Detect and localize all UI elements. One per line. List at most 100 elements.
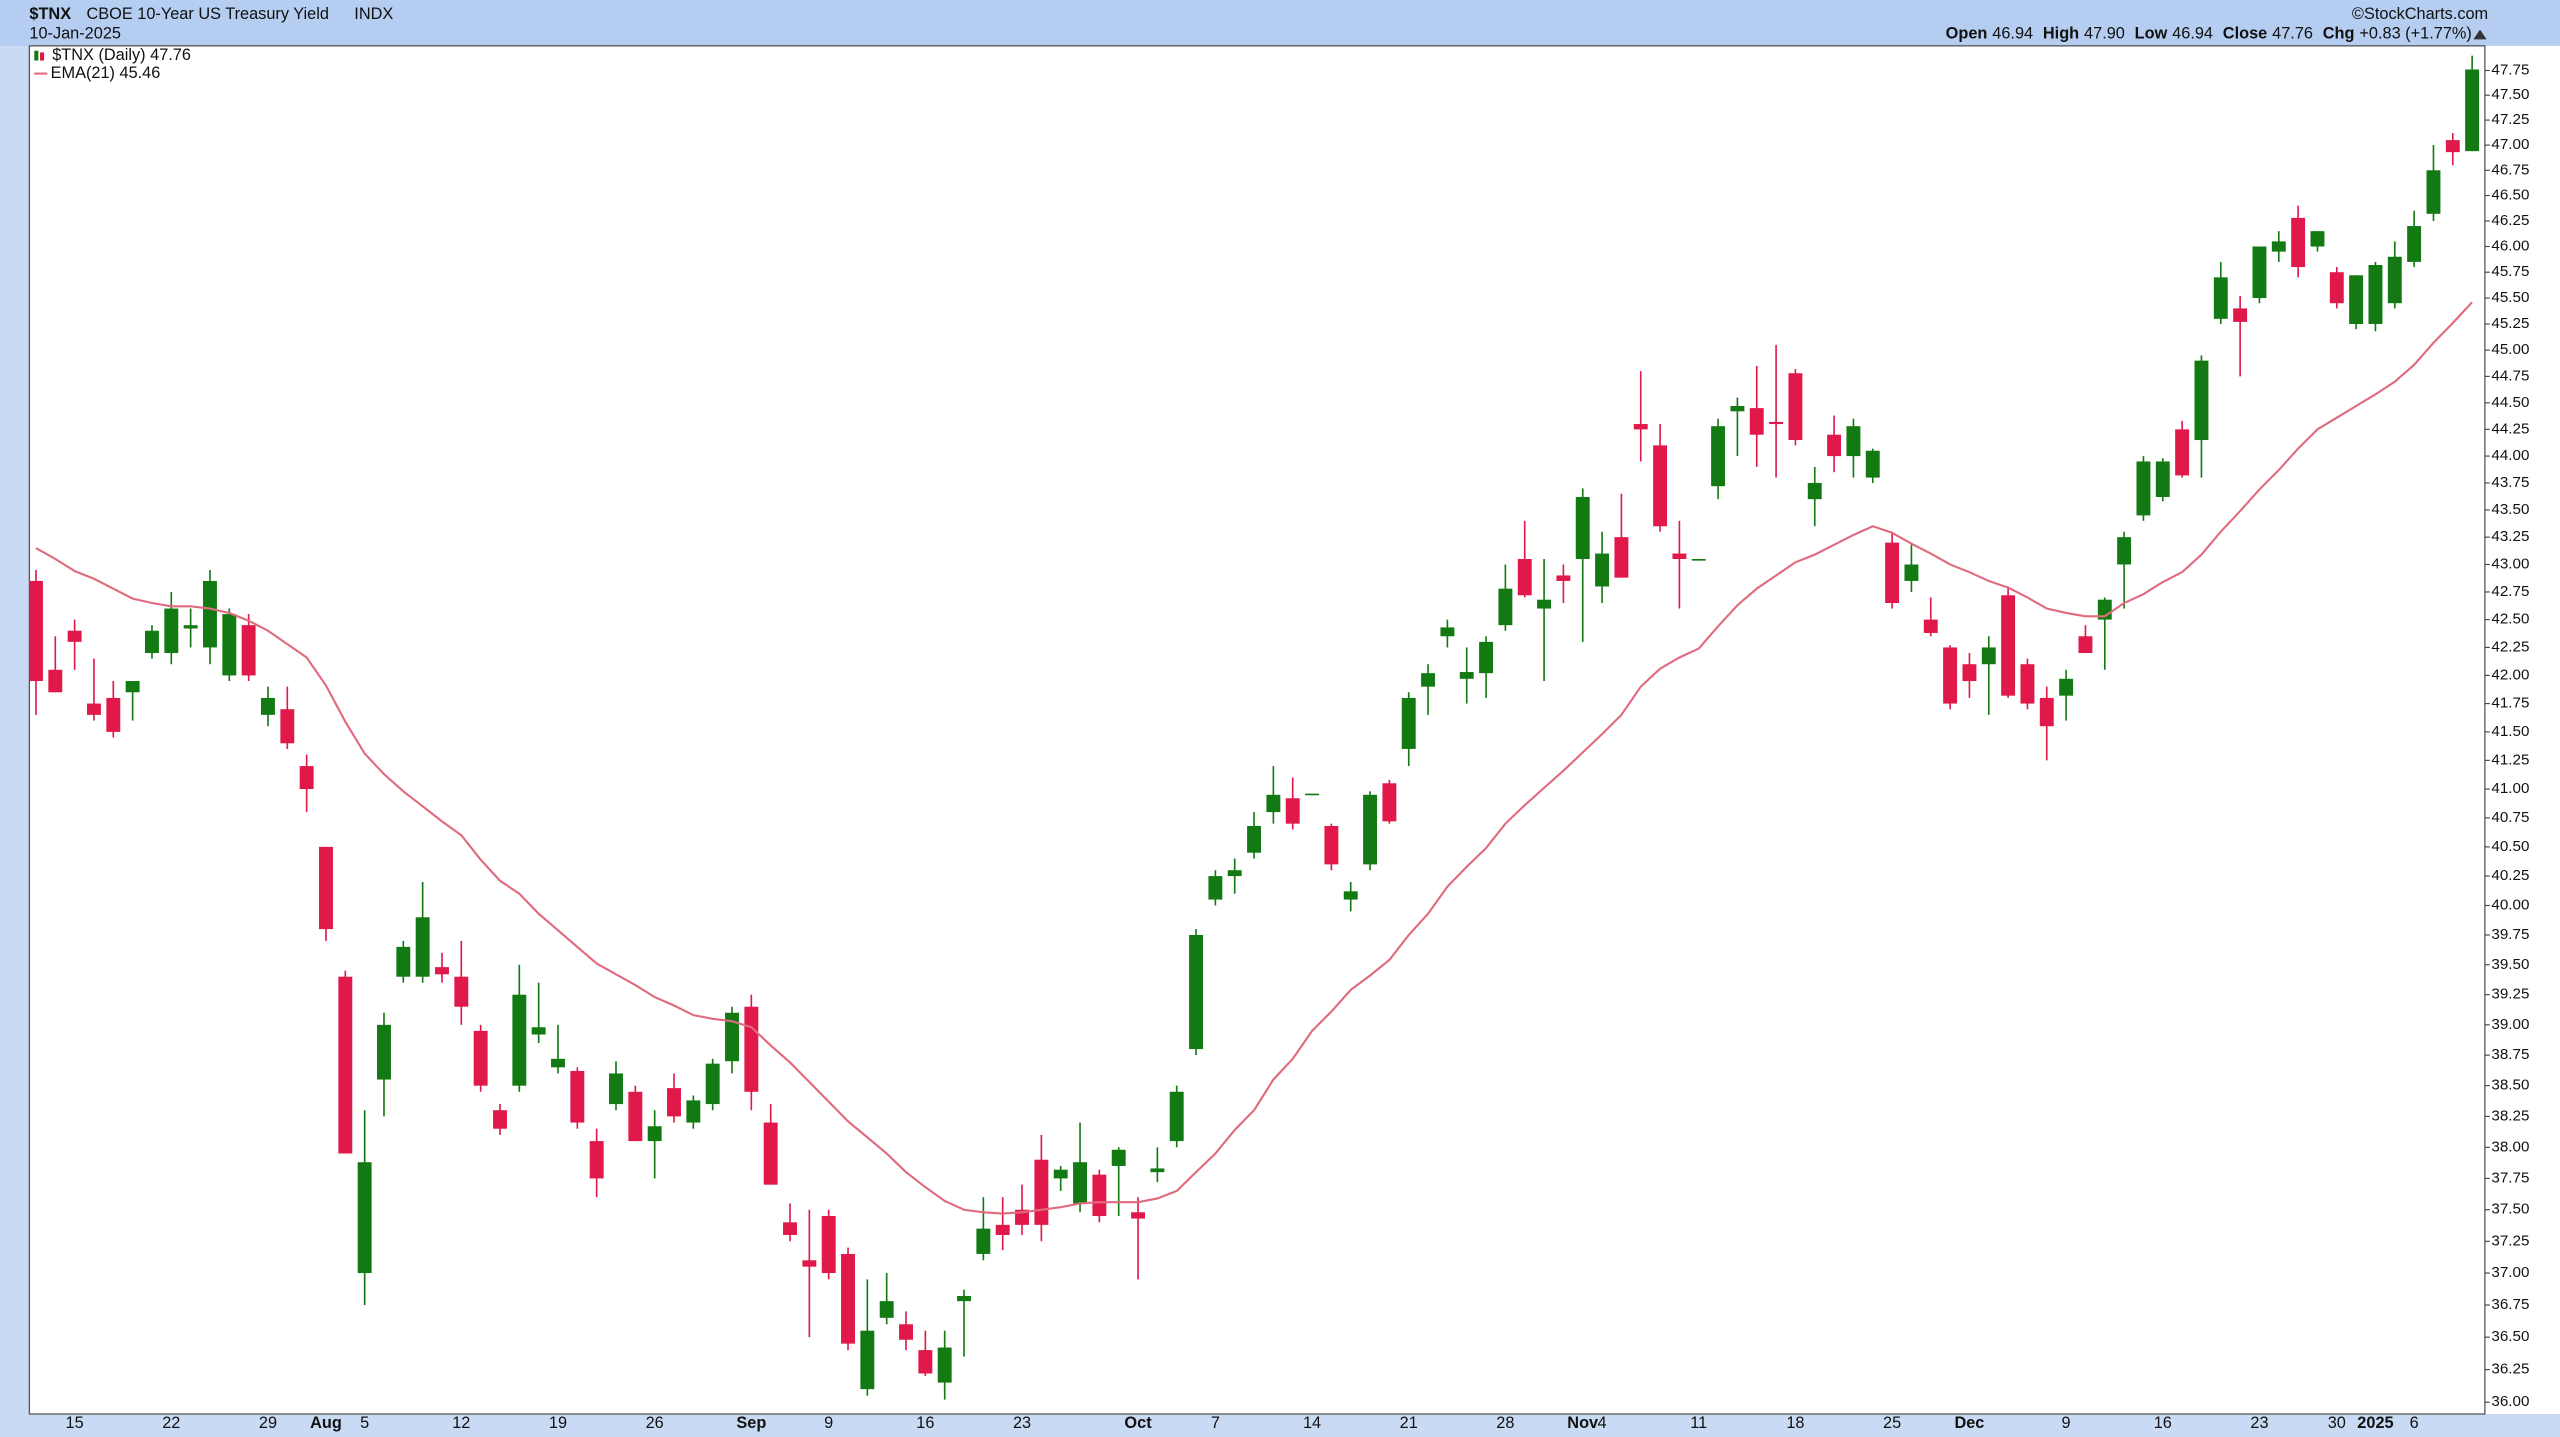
candle-body xyxy=(1498,588,1513,626)
y-tick-label: 43.75 xyxy=(2491,474,2529,491)
chart-date: 10-Jan-2025 xyxy=(29,25,121,43)
candle-body xyxy=(1575,496,1590,559)
candle-body xyxy=(1459,672,1474,679)
x-tick-label: 16 xyxy=(2154,1414,2172,1432)
x-tick-label: 30 xyxy=(2328,1414,2346,1432)
candle-body xyxy=(280,709,295,744)
candle-body xyxy=(415,917,430,977)
stat-value: 46.94 xyxy=(1992,25,2033,43)
candle-body xyxy=(1769,421,1784,425)
candle-body xyxy=(1730,405,1745,412)
candle-body xyxy=(2252,246,2267,299)
candle-body xyxy=(763,1122,778,1185)
plot-area xyxy=(28,45,2486,1415)
y-tick-label: 42.25 xyxy=(2491,638,2529,655)
y-tick-label: 44.75 xyxy=(2491,367,2529,384)
y-tick-label: 47.50 xyxy=(2491,86,2529,103)
candle-body xyxy=(1517,558,1532,596)
legend-icon-candle-down xyxy=(40,52,45,61)
candle-body xyxy=(725,1012,739,1062)
y-tick-label: 42.75 xyxy=(2491,583,2529,600)
x-tick-label: 14 xyxy=(1303,1414,1321,1432)
candle-body xyxy=(2155,461,2170,497)
y-tick-label: 43.00 xyxy=(2491,555,2529,572)
candle-body xyxy=(183,625,198,629)
stat-label: High xyxy=(2043,25,2079,43)
candle-body xyxy=(647,1126,662,1142)
candle-body xyxy=(783,1222,797,1235)
candle-body xyxy=(67,630,82,642)
y-tick-label: 46.25 xyxy=(2491,212,2529,229)
candle-body xyxy=(1691,558,1706,561)
x-tick-label: 11 xyxy=(1690,1414,1707,1432)
candle-body xyxy=(222,614,237,676)
candle-body xyxy=(1382,783,1397,822)
y-tick-label: 37.00 xyxy=(2491,1264,2529,1281)
x-tick-label: 15 xyxy=(66,1414,84,1432)
candle-body xyxy=(531,1027,546,1035)
x-tick-label: 16 xyxy=(916,1414,934,1432)
y-tick-label: 43.25 xyxy=(2491,528,2529,545)
candle-body xyxy=(1208,876,1223,900)
candle-body xyxy=(1401,697,1416,749)
candle-body xyxy=(1440,627,1455,637)
candle-body xyxy=(1343,891,1358,900)
candle-body xyxy=(29,580,43,682)
candle-body xyxy=(1111,1149,1126,1166)
candle-body xyxy=(957,1296,971,1302)
candle-body xyxy=(164,608,179,654)
candle-body xyxy=(1150,1168,1165,1173)
y-tick-label: 45.00 xyxy=(2491,341,2529,358)
x-tick-label: Oct xyxy=(1124,1414,1152,1432)
watermark: ©StockCharts.com xyxy=(2352,5,2488,23)
axis-area xyxy=(2485,45,2560,1415)
candle-body xyxy=(1479,641,1494,674)
candle-body xyxy=(1711,426,1726,487)
candle-body xyxy=(2117,537,2132,565)
candle-body xyxy=(551,1058,565,1068)
header-band xyxy=(0,0,2560,46)
candle-body xyxy=(1943,647,1958,704)
y-tick-label: 47.25 xyxy=(2491,111,2529,128)
candle-body xyxy=(2194,360,2209,441)
candle-body xyxy=(2233,308,2248,322)
candle-body xyxy=(937,1347,952,1383)
candle-body xyxy=(2387,256,2402,304)
candle-body xyxy=(1285,798,1300,824)
exchange: INDX xyxy=(354,5,393,23)
candle-body xyxy=(918,1350,933,1374)
y-tick-label: 40.25 xyxy=(2491,867,2529,884)
candle-body xyxy=(2136,461,2151,516)
candle-body xyxy=(2349,275,2364,325)
y-tick-label: 42.00 xyxy=(2491,666,2529,683)
candle-body xyxy=(2445,140,2460,153)
up-arrow xyxy=(2473,29,2487,40)
candle-body xyxy=(570,1070,585,1123)
candle-body xyxy=(2020,664,2035,704)
candle-body xyxy=(879,1301,894,1318)
x-tick-label: Aug xyxy=(310,1414,342,1432)
candle-body xyxy=(241,625,256,676)
candle-body xyxy=(686,1100,701,1123)
candle-body xyxy=(2310,231,2325,247)
candle-body xyxy=(995,1224,1010,1235)
candle-body xyxy=(1653,445,1668,527)
candle-body xyxy=(705,1063,720,1105)
candle-body xyxy=(377,1024,391,1080)
candle-body xyxy=(125,681,140,693)
candle-body xyxy=(2039,697,2054,727)
stat-value: +0.83 (+1.77%) xyxy=(2359,25,2471,43)
y-tick-label: 47.75 xyxy=(2491,61,2529,78)
x-tick-label: 23 xyxy=(2250,1414,2268,1432)
candle-body xyxy=(2059,678,2074,696)
y-tick-label: 38.25 xyxy=(2491,1107,2529,1124)
x-tick-label: 21 xyxy=(1400,1414,1418,1432)
x-tick-label: 19 xyxy=(549,1414,567,1432)
candle-body xyxy=(1614,537,1629,578)
legend-label: EMA(21) 45.46 xyxy=(51,64,161,82)
x-tick-label: 25 xyxy=(1883,1414,1901,1432)
x-tick-label: 26 xyxy=(646,1414,664,1432)
y-tick-label: 42.50 xyxy=(2491,611,2529,628)
y-tick-label: 40.50 xyxy=(2491,838,2529,855)
y-tick-label: 39.50 xyxy=(2491,956,2529,973)
